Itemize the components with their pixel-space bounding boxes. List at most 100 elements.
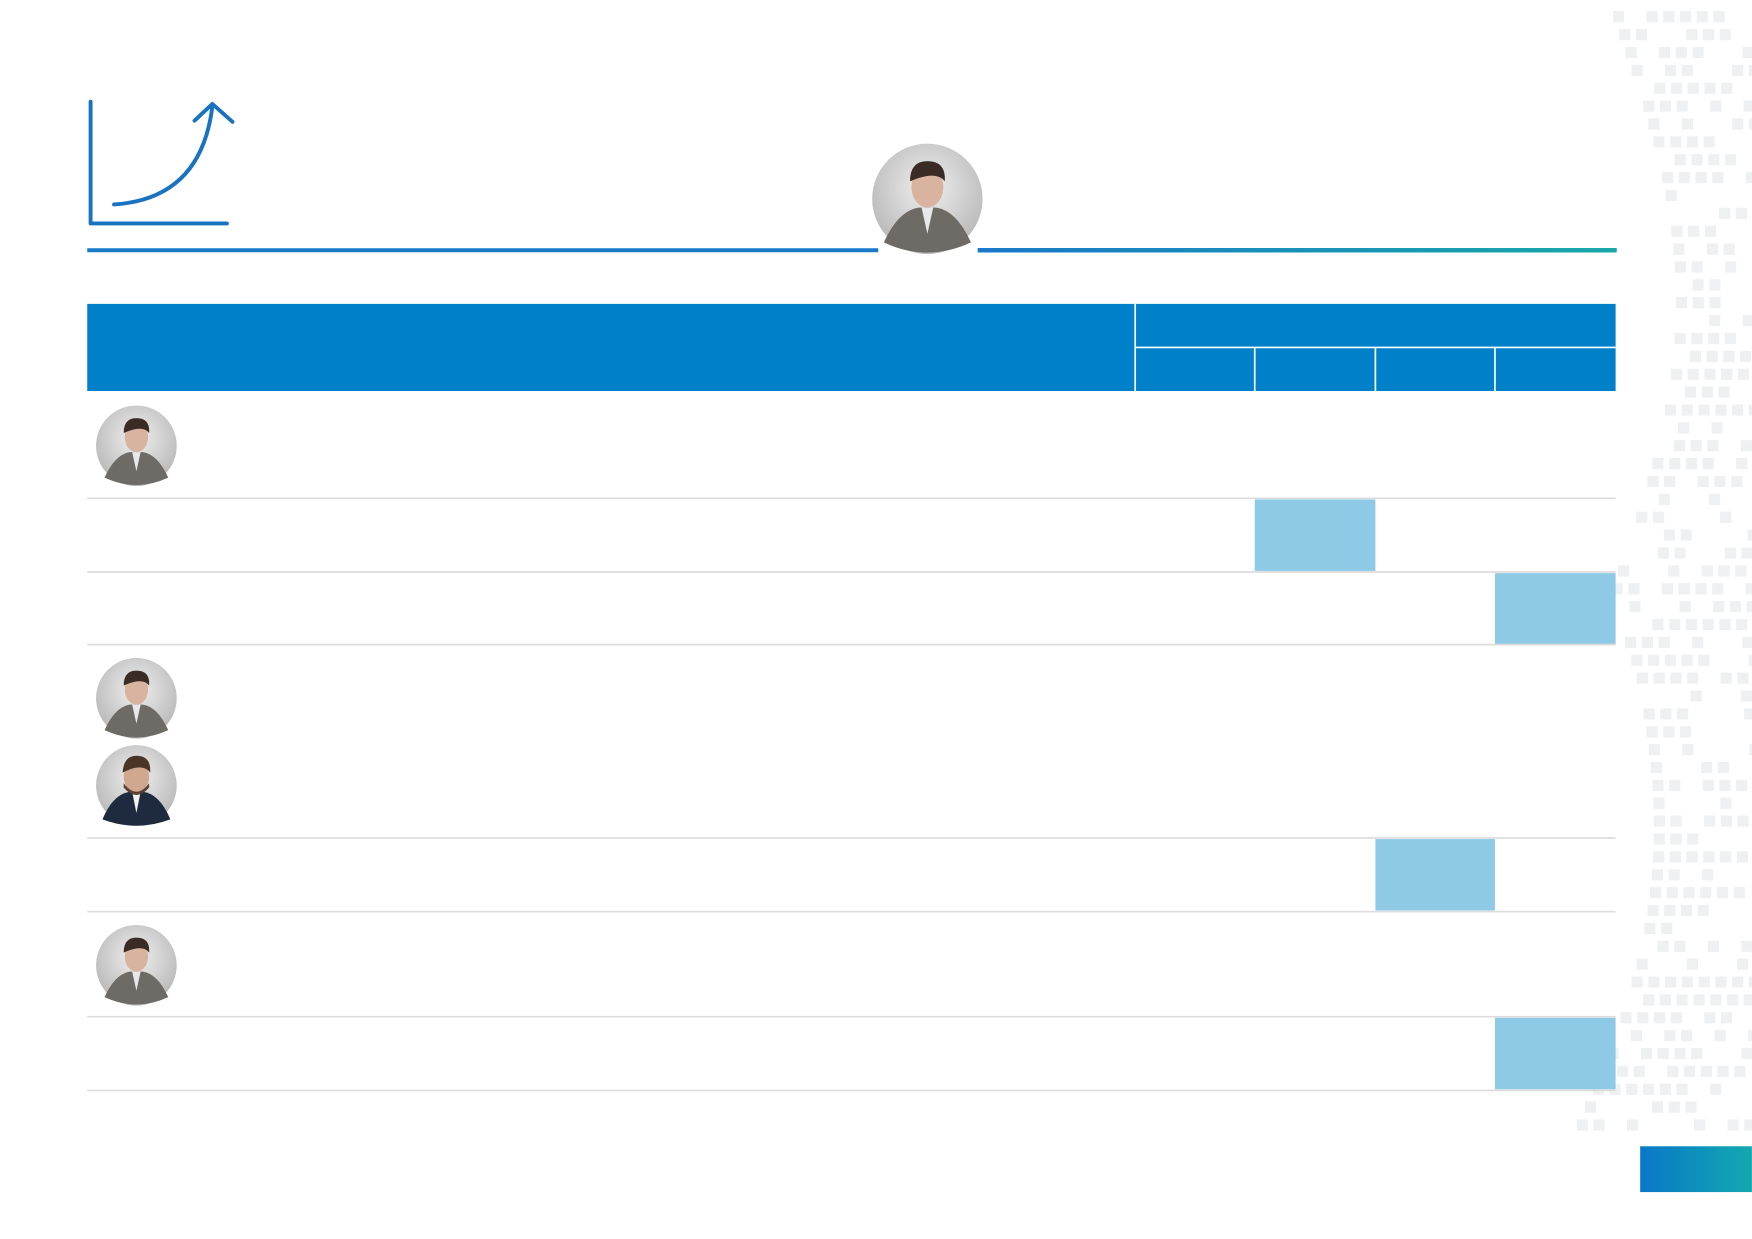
pattern-square	[1748, 976, 1752, 988]
pattern-square	[1674, 940, 1686, 952]
pattern-square	[1635, 29, 1648, 41]
pattern-square	[1736, 458, 1748, 470]
pattern-square	[1629, 601, 1641, 613]
pattern-square	[1712, 172, 1724, 184]
pattern-square	[1718, 386, 1730, 398]
pattern-square	[1643, 994, 1655, 1006]
pattern-square	[1719, 779, 1731, 791]
pattern-square	[1748, 404, 1752, 416]
pattern-square	[1663, 726, 1675, 738]
pattern-square	[1702, 869, 1714, 881]
pattern-square	[1633, 1065, 1645, 1078]
pattern-square	[1647, 475, 1659, 488]
pattern-square	[1748, 64, 1752, 76]
pattern-square	[1741, 547, 1752, 559]
pattern-square	[1647, 904, 1659, 917]
pattern-square	[1691, 332, 1703, 345]
pattern-square	[1743, 100, 1752, 112]
pattern-square	[1653, 797, 1665, 809]
pattern-square	[1731, 475, 1743, 488]
pattern-square	[1692, 279, 1704, 291]
avatar	[872, 143, 983, 255]
pattern-square	[1649, 887, 1662, 899]
pattern-square	[1659, 1083, 1671, 1095]
pattern-square	[1721, 368, 1733, 380]
pattern-square	[1670, 368, 1683, 380]
pattern-square	[1721, 82, 1733, 94]
timeline-cell	[1494, 573, 1616, 645]
pattern-square	[1659, 994, 1672, 1006]
pattern-square	[1710, 1083, 1722, 1095]
pattern-square	[1745, 583, 1752, 595]
pattern-square	[1695, 583, 1707, 595]
pattern-square	[1718, 565, 1730, 577]
growth-icon	[88, 99, 235, 226]
pattern-square	[1576, 1119, 1588, 1131]
pattern-square	[1653, 851, 1665, 863]
pattern-square	[1709, 315, 1721, 327]
table	[87, 303, 1616, 1092]
pattern-square	[1670, 672, 1682, 684]
pattern-square	[1736, 618, 1748, 631]
pattern-square	[1732, 64, 1744, 76]
pattern-square	[1686, 136, 1699, 148]
pattern-square	[1717, 761, 1729, 774]
pattern-square	[1631, 654, 1643, 666]
pattern-square	[1620, 1012, 1632, 1024]
pattern-square	[1698, 976, 1710, 988]
pattern-square	[1685, 458, 1698, 470]
pattern-square	[1687, 833, 1699, 845]
pattern-square	[1676, 994, 1688, 1006]
pattern-square	[1747, 529, 1752, 541]
pattern-square	[1678, 172, 1690, 184]
pattern-square	[1724, 154, 1737, 166]
timeline-cell	[1494, 1017, 1616, 1090]
pattern-square	[1688, 225, 1700, 237]
pattern-square	[1693, 994, 1705, 1006]
pattern-square	[1710, 994, 1722, 1006]
pattern-square	[1659, 100, 1672, 112]
pattern-square	[1732, 976, 1744, 988]
pattern-square	[1637, 1012, 1649, 1024]
pattern-square	[1691, 261, 1703, 273]
pattern-square	[1704, 82, 1716, 94]
pattern-square	[1692, 636, 1704, 648]
pattern-square	[1648, 744, 1660, 756]
pattern-square	[1648, 976, 1660, 988]
pattern-square	[1729, 601, 1742, 613]
pattern-square	[1712, 583, 1724, 595]
pattern-square	[1674, 1047, 1686, 1060]
page-tab	[1640, 1146, 1752, 1193]
pattern-square	[1657, 1047, 1669, 1060]
pattern-square	[1668, 869, 1680, 881]
pattern-square	[1628, 583, 1640, 595]
pattern-square	[1734, 1065, 1746, 1078]
pattern-square	[1740, 690, 1752, 702]
pattern-square	[1740, 440, 1752, 452]
pattern-square	[1736, 851, 1748, 863]
pattern-square	[1701, 761, 1713, 774]
pattern-square	[1683, 887, 1695, 899]
pattern-square	[1745, 172, 1752, 184]
pattern-square	[1679, 601, 1691, 613]
pattern-square	[1592, 1083, 1604, 1095]
pattern-square	[1724, 547, 1736, 559]
pattern-square	[1681, 118, 1694, 130]
pattern-square	[1652, 779, 1664, 791]
pattern-square	[1685, 1101, 1697, 1113]
pattern-square	[1687, 368, 1699, 380]
pattern-square	[1737, 368, 1750, 380]
timeline-cell	[1254, 499, 1376, 571]
pattern-square	[1715, 976, 1727, 988]
pattern-square	[1702, 458, 1714, 470]
pattern-square	[1748, 654, 1752, 666]
pattern-square	[1636, 958, 1648, 970]
pattern-square	[1675, 46, 1687, 59]
pattern-square	[1681, 1030, 1693, 1042]
pattern-square	[1686, 958, 1698, 970]
pattern-square	[1744, 708, 1752, 720]
pattern-square	[1681, 404, 1693, 416]
pattern-square	[1749, 744, 1752, 756]
pattern-square	[1726, 994, 1739, 1006]
pattern-square	[1735, 207, 1747, 219]
